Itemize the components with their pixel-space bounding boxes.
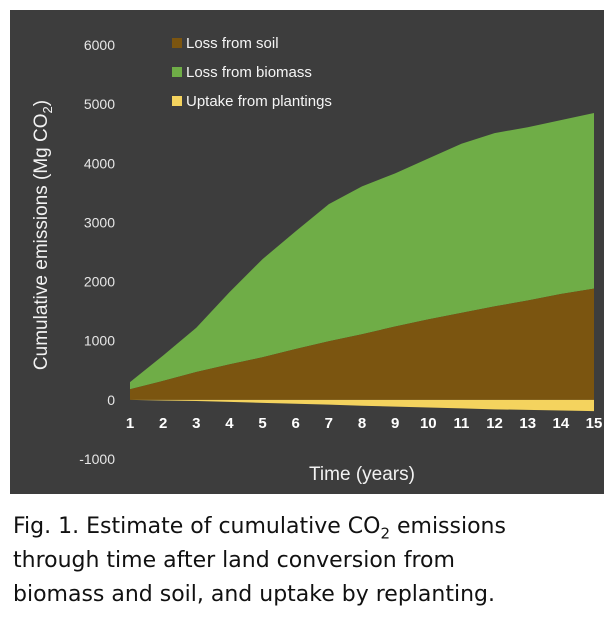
caption-line2: through time after land conversion from [13,548,455,573]
area-uptake-from-plantings [130,399,594,412]
x-tick-label: 11 [453,415,469,432]
x-tick-labels: 1 2 3 4 5 6 7 8 9 10 11 12 13 14 15 [126,415,603,432]
x-tick-label: 10 [420,415,437,432]
x-axis-title: Time (years) [309,464,415,485]
caption-line1-sub: 2 [380,524,390,543]
x-tick-label: 5 [258,415,266,432]
y-tick-label: 3000 [84,214,115,230]
x-tick-label: 6 [292,415,300,432]
x-tick-label: 8 [358,415,366,432]
chart-areas [130,113,594,412]
y-tick-label: 5000 [84,96,115,112]
legend-swatch [172,67,182,77]
x-tick-label: 2 [159,415,167,432]
area-loss-from-soil [130,288,594,400]
chart-legend: Loss from soil Loss from biomass Uptake fr… [172,35,332,110]
x-tick-label: 3 [192,415,200,432]
x-tick-label: 13 [519,415,536,432]
legend-label: Loss from biomass [186,64,312,81]
legend-swatch [172,38,182,48]
x-tick-label: 14 [553,415,570,432]
y-tick-label: -1000 [79,451,115,467]
figure-caption: Fig. 1. Estimate of cumulative CO2 emiss… [13,510,603,612]
caption-line1-before: Fig. 1. Estimate of cumulative CO [13,514,381,539]
legend-label: Uptake from plantings [186,93,332,110]
x-tick-label: 7 [325,415,333,432]
area-loss-from-biomass [130,113,594,390]
y-tick-label: 6000 [84,37,115,53]
y-axis-title: Cumulative emissions (Mg CO2) [31,100,55,370]
x-tick-label: 4 [225,415,234,432]
y-tick-label: 1000 [84,333,115,349]
legend-label: Loss from soil [186,35,279,52]
x-tick-label: 12 [486,415,503,432]
x-tick-label: 1 [126,415,134,432]
y-tick-label: 4000 [84,155,115,171]
y-tick-label: 2000 [84,274,115,290]
caption-line3: biomass and soil, and uptake by replanti… [13,582,495,607]
x-tick-label: 15 [586,415,603,432]
y-tick-label: 0 [107,392,115,408]
x-tick-label: 9 [391,415,399,432]
legend-swatch [172,96,182,106]
caption-line1-after: emissions [389,514,506,539]
y-tick-labels: 6000 5000 4000 3000 2000 1000 0 -1000 [79,37,115,467]
